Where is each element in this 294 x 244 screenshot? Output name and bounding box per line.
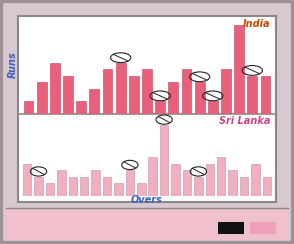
Bar: [160, 125, 168, 196]
Bar: [247, 76, 257, 114]
Bar: [148, 157, 157, 196]
Bar: [76, 101, 86, 114]
Bar: [183, 170, 191, 196]
Bar: [91, 170, 100, 196]
Bar: [89, 89, 99, 114]
Bar: [50, 63, 60, 114]
Text: Runs: Runs: [8, 52, 18, 78]
Bar: [234, 25, 244, 114]
Text: India: India: [243, 19, 271, 29]
Bar: [63, 76, 73, 114]
Bar: [126, 170, 134, 196]
Bar: [206, 163, 214, 196]
Bar: [57, 170, 66, 196]
Bar: [194, 177, 203, 196]
Bar: [240, 177, 248, 196]
Bar: [137, 183, 146, 196]
Bar: [80, 177, 88, 196]
Bar: [182, 70, 191, 114]
Text: Overs: Overs: [131, 195, 163, 205]
Bar: [6, 208, 288, 240]
Text: Sri Lanka: Sri Lanka: [219, 116, 271, 126]
Bar: [208, 101, 218, 114]
Bar: [37, 82, 47, 114]
Bar: [260, 76, 270, 114]
Bar: [114, 183, 123, 196]
Bar: [18, 16, 276, 202]
Bar: [217, 157, 225, 196]
Bar: [195, 82, 205, 114]
Bar: [250, 222, 276, 234]
Bar: [228, 170, 237, 196]
Bar: [116, 63, 126, 114]
Bar: [129, 76, 139, 114]
Bar: [221, 70, 231, 114]
Bar: [218, 222, 244, 234]
Bar: [24, 101, 34, 114]
Bar: [168, 82, 178, 114]
Bar: [34, 177, 43, 196]
Bar: [263, 177, 271, 196]
Bar: [142, 70, 152, 114]
Bar: [69, 177, 77, 196]
Bar: [46, 183, 54, 196]
Bar: [155, 101, 165, 114]
Bar: [103, 177, 111, 196]
Bar: [251, 163, 260, 196]
Bar: [103, 70, 112, 114]
Bar: [171, 163, 180, 196]
Bar: [23, 163, 31, 196]
